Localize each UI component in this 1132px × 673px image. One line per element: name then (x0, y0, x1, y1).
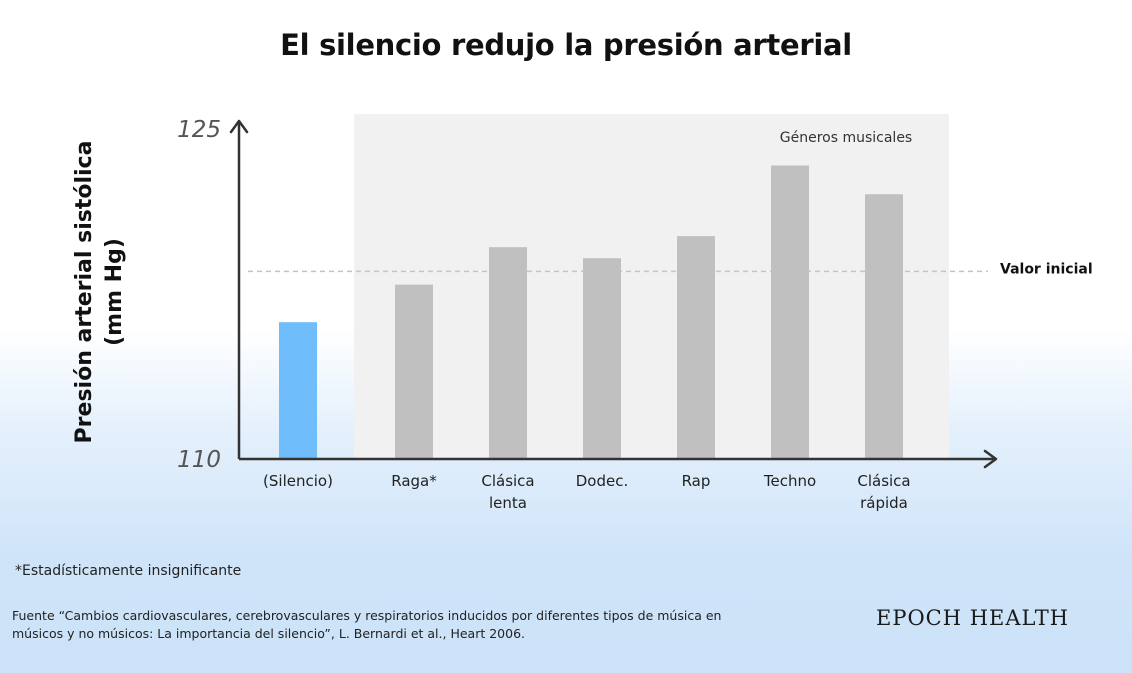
x-tick-label-7: Clásica rápida (857, 472, 910, 512)
x-tick-label-3: Clásica lenta (481, 472, 534, 512)
x-tick-label-4: Dodec. (576, 472, 629, 490)
brand-logo: EPOCH HEALTH (876, 606, 1070, 630)
y-axis-label-line2: (mm Hg) (102, 238, 127, 346)
bar-6 (771, 165, 809, 459)
source-line-1: Fuente “Cambios cardiovasculares, cerebr… (12, 608, 722, 623)
genre-group-label: Géneros musicales (780, 130, 912, 146)
y-tick-label-min: 110 (177, 447, 221, 473)
bar-2 (395, 284, 433, 459)
chart-title: El silencio redujo la presión arterial (280, 28, 852, 62)
source-line-2: músicos y no músicos: La importancia del… (12, 626, 525, 641)
bar-chart: Géneros musicales Valor inicial (Silenci… (177, 114, 1093, 512)
y-axis-label: Presión arterial sistólica (mm Hg) (70, 141, 130, 444)
baseline-reference-label: Valor inicial (1000, 261, 1093, 277)
y-axis-label-line1: Presión arterial sistólica (72, 140, 97, 444)
x-tick-label-5: Rap (682, 472, 711, 490)
footnote: *Estadísticamente insignificante (15, 563, 242, 579)
y-tick-label-max: 125 (177, 117, 221, 143)
bar-3 (489, 247, 527, 459)
y-axis-arrow-icon (229, 119, 249, 134)
x-tick-label-6: Techno (763, 472, 816, 490)
genre-panel (354, 114, 949, 459)
source-citation: Fuente “Cambios cardiovasculares, cerebr… (12, 607, 752, 643)
x-axis-arrow-icon (983, 449, 998, 469)
bar-7 (865, 194, 903, 459)
bar-1 (279, 322, 317, 459)
x-tick-label-2: Raga* (391, 472, 437, 490)
bar-5 (677, 236, 715, 459)
x-tick-label-1: (Silencio) (263, 472, 333, 490)
bar-4 (583, 258, 621, 459)
